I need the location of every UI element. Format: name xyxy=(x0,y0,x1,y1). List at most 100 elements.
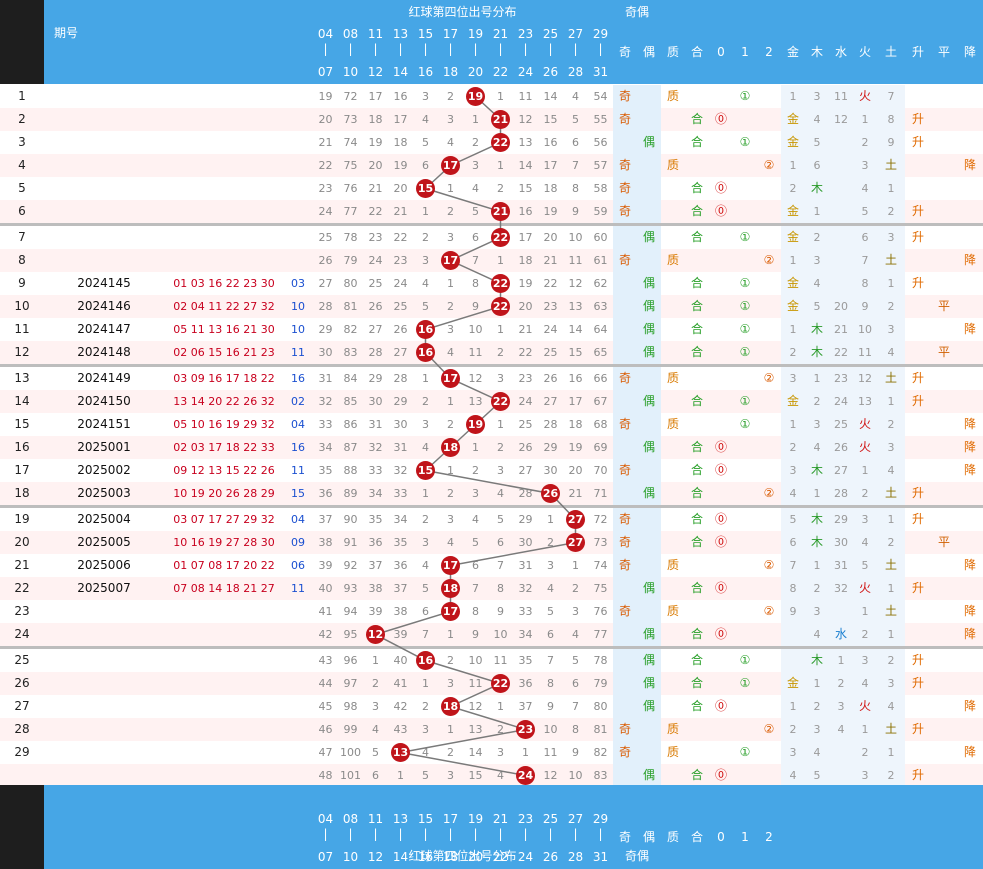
row-index: 3 xyxy=(18,135,26,149)
miss-count: 1 xyxy=(497,700,504,713)
attr-value: 奇 xyxy=(618,158,631,172)
attr-value: 10 xyxy=(858,323,872,336)
attr-row-bg2 xyxy=(781,108,905,131)
red-numbers xyxy=(164,85,284,108)
miss-count: 7 xyxy=(497,559,504,572)
attr-row-bg xyxy=(613,649,661,672)
attr-value: 木 xyxy=(810,463,823,477)
miss-count: 1 xyxy=(422,677,429,690)
hit-ball: 22 xyxy=(491,297,510,316)
attr-row-bg2 xyxy=(781,131,905,154)
miss-count: 11 xyxy=(468,346,483,359)
attr-value: 1 xyxy=(887,746,895,759)
miss-count: 23 xyxy=(393,254,408,267)
attr-value: 3 xyxy=(861,159,869,172)
row-index: 27 xyxy=(14,699,30,713)
miss-count: 2 xyxy=(497,346,504,359)
miss-count: 24 xyxy=(543,323,558,336)
attr-value: ② xyxy=(763,371,775,385)
miss-count: 8 xyxy=(572,182,579,195)
attr-value: 质 xyxy=(666,604,679,618)
miss-count: 9 xyxy=(572,205,579,218)
row-index: 7 xyxy=(18,230,26,244)
miss-count: 95 xyxy=(343,628,358,641)
miss-count: 5 xyxy=(422,136,429,149)
attr-header-label: 合 xyxy=(690,45,703,59)
header-bar: | xyxy=(573,827,578,841)
header-bar: | xyxy=(548,42,553,56)
miss-count: 5 xyxy=(422,769,429,782)
miss-count: 15 xyxy=(518,182,533,195)
miss-count: 13 xyxy=(468,723,483,736)
miss-count: 2 xyxy=(497,182,504,195)
row-index: 4 xyxy=(18,158,26,172)
miss-count: 28 xyxy=(393,372,408,385)
row-index: 1 xyxy=(18,89,26,103)
miss-count: 1 xyxy=(547,513,554,526)
header-top-number: 15 xyxy=(417,27,434,41)
miss-count: 9 xyxy=(572,746,579,759)
miss-count: 80 xyxy=(343,277,358,290)
attr-value: 木 xyxy=(810,512,823,526)
miss-count: 15 xyxy=(543,113,558,126)
header-bar: | xyxy=(598,827,603,841)
miss-count: 16 xyxy=(393,90,408,103)
miss-count: 13 xyxy=(468,395,483,408)
miss-count: 54 xyxy=(593,90,608,103)
attr-row-bg2 xyxy=(781,295,905,318)
attr-value: 1 xyxy=(887,277,895,290)
miss-count: 39 xyxy=(368,605,383,618)
miss-count: 23 xyxy=(543,300,558,313)
miss-count: 9 xyxy=(497,605,504,618)
blue-number: 03 xyxy=(291,277,305,290)
miss-count: 6 xyxy=(472,559,479,572)
attr-value: 1 xyxy=(887,182,895,195)
hit-ball: 22 xyxy=(491,274,510,293)
attr-value: 2 xyxy=(887,536,895,549)
miss-count: 16 xyxy=(518,205,533,218)
miss-count: 29 xyxy=(318,323,333,336)
attr-value: ① xyxy=(739,676,751,690)
attr-header-label: 木 xyxy=(810,45,823,59)
miss-count: 38 xyxy=(393,605,408,618)
attr-value: 3 xyxy=(813,723,821,736)
attr-value: 质 xyxy=(666,253,679,267)
miss-count: 62 xyxy=(593,277,608,290)
header-top-number: 29 xyxy=(592,812,609,826)
attr-header-label: 1 xyxy=(741,45,749,59)
miss-count: 1 xyxy=(447,628,454,641)
miss-count: 2 xyxy=(472,464,479,477)
attr-row-bg2 xyxy=(781,226,905,249)
miss-count: 43 xyxy=(393,723,408,736)
header-top-number: 15 xyxy=(417,812,434,826)
hit-ball: 17 xyxy=(441,251,460,270)
issue-number xyxy=(44,226,164,249)
attr-value: 金 xyxy=(786,394,799,408)
attr-value: 合 xyxy=(690,112,703,126)
blue-number: 11 xyxy=(291,582,305,595)
attr-value: 8 xyxy=(789,582,797,595)
miss-count: 33 xyxy=(318,418,333,431)
miss-count: 2 xyxy=(497,723,504,736)
attr-value: 4 xyxy=(789,769,797,782)
miss-count: 36 xyxy=(318,487,333,500)
header-bottom-number: 07 xyxy=(317,850,334,864)
miss-count: 12 xyxy=(468,700,483,713)
header-bar: | xyxy=(448,42,453,56)
hit-ball: 19 xyxy=(466,415,485,434)
miss-count: 33 xyxy=(518,605,533,618)
miss-count: 5 xyxy=(372,746,379,759)
miss-count: 96 xyxy=(343,654,358,667)
miss-count: 3 xyxy=(447,513,454,526)
miss-count: 74 xyxy=(343,136,358,149)
row-index: 14 xyxy=(14,394,30,408)
attr-value: 1 xyxy=(813,372,821,385)
miss-count: 1 xyxy=(497,418,504,431)
row-index: 26 xyxy=(14,676,30,690)
issue-number: 2024146 xyxy=(77,299,131,313)
attr-value: 21 xyxy=(834,323,848,336)
issue-number xyxy=(44,85,164,108)
miss-count: 25 xyxy=(393,300,408,313)
attr-row-bg xyxy=(613,577,661,600)
miss-count: 34 xyxy=(318,441,333,454)
